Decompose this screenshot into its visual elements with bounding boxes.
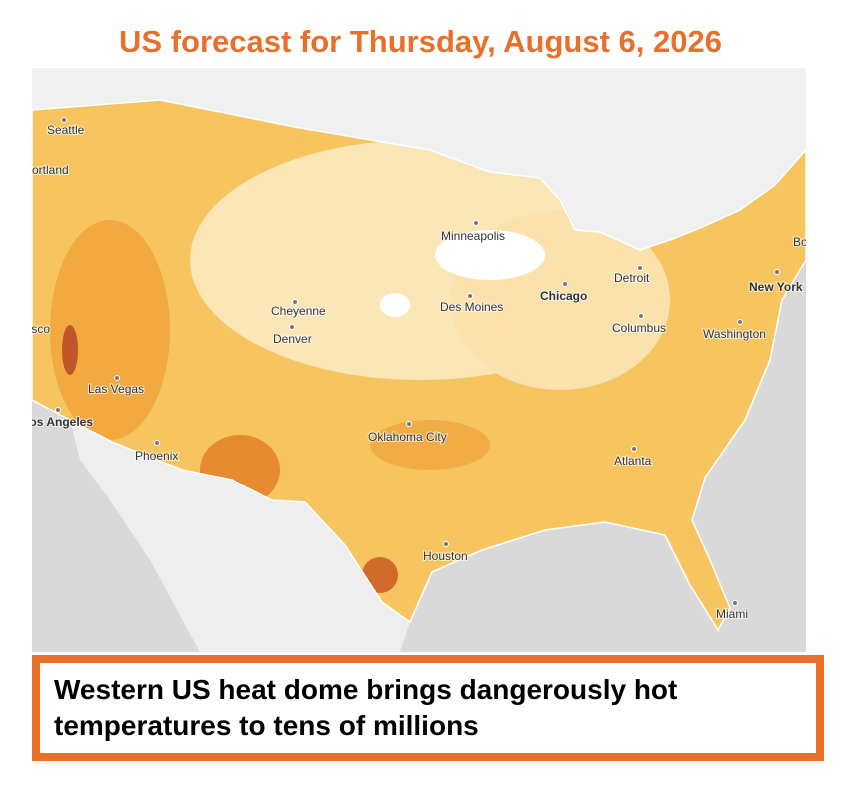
city-label: Cheyenne [271, 304, 326, 318]
caption: Western US heat dome brings dangerously … [54, 674, 678, 741]
city-label: Detroit [614, 271, 650, 285]
city-dot [467, 293, 473, 299]
map: Seattle Portland Minneapolis Cheyenne De… [32, 68, 806, 652]
city-dot [443, 541, 449, 547]
city-label: Los Angeles [32, 415, 93, 429]
city-dot [473, 220, 479, 226]
city-dot [406, 421, 412, 427]
city-label: Atlanta [614, 454, 652, 468]
city-dot [637, 265, 643, 271]
city-label: Minneapolis [441, 229, 505, 243]
mexico [70, 420, 410, 652]
city-dot [61, 117, 67, 123]
city-label: Oklahoma City [368, 430, 447, 444]
city-dot [774, 269, 780, 275]
city-dot [154, 440, 160, 446]
city-label: Boston [793, 235, 806, 249]
city-dot [732, 600, 738, 606]
hot-zone [370, 420, 490, 470]
cool-zone [435, 230, 545, 280]
city-label: Des Moines [440, 300, 503, 314]
caption-box: Western US heat dome brings dangerously … [32, 655, 824, 761]
city-label: San Francisco [32, 322, 50, 336]
city-label: Houston [423, 549, 468, 563]
city-label: Columbus [612, 321, 666, 335]
city-label: Portland [32, 163, 69, 177]
title: US forecast for Thursday, August 6, 2026 [119, 24, 722, 59]
city-dot [562, 281, 568, 287]
city-label: Las Vegas [88, 382, 144, 396]
city-dot [737, 319, 743, 325]
city-dot [638, 313, 644, 319]
city-dot [289, 324, 295, 330]
city-dot [631, 446, 637, 452]
city-label: Washington [703, 327, 766, 341]
canada [32, 68, 806, 250]
city-dot [55, 407, 61, 413]
city-label: Denver [273, 332, 312, 346]
city-label: New York [749, 280, 803, 294]
city-label: Miami [716, 607, 748, 621]
hot-zone [62, 325, 78, 375]
city-dot [292, 299, 298, 305]
city-label: Seattle [47, 123, 85, 137]
cities: Seattle Portland Minneapolis Cheyenne De… [32, 117, 806, 622]
cool-zone [380, 293, 410, 317]
hot-zone [50, 220, 170, 440]
city-label: Chicago [540, 289, 587, 303]
city-dot [114, 375, 120, 381]
city-label: Phoenix [135, 449, 178, 463]
